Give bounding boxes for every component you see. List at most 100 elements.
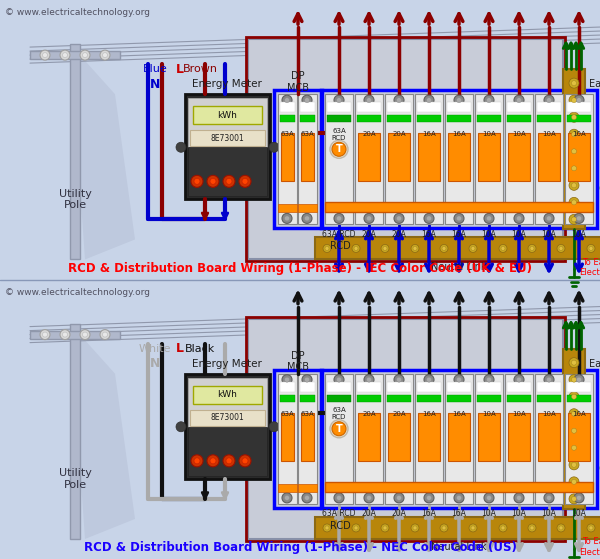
- Circle shape: [589, 526, 593, 530]
- Circle shape: [499, 244, 507, 253]
- Circle shape: [501, 526, 505, 530]
- Bar: [538, 413, 560, 461]
- Bar: [281, 133, 294, 181]
- Circle shape: [457, 98, 461, 103]
- Text: T: T: [335, 144, 343, 154]
- Circle shape: [514, 214, 524, 224]
- Circle shape: [569, 197, 579, 207]
- Circle shape: [305, 98, 310, 103]
- Circle shape: [80, 330, 90, 340]
- Text: 10A: 10A: [512, 230, 526, 239]
- Circle shape: [487, 98, 491, 103]
- Circle shape: [544, 493, 554, 503]
- Text: 10A: 10A: [482, 411, 496, 417]
- Bar: [565, 94, 593, 224]
- Text: 10A: 10A: [512, 411, 526, 417]
- Circle shape: [191, 176, 203, 187]
- Bar: [387, 102, 411, 112]
- Circle shape: [223, 455, 235, 467]
- Circle shape: [514, 375, 524, 385]
- Bar: [358, 133, 380, 181]
- Bar: [445, 205, 473, 212]
- Circle shape: [427, 495, 431, 500]
- Circle shape: [544, 214, 554, 224]
- Circle shape: [484, 214, 494, 224]
- Circle shape: [544, 375, 554, 385]
- Circle shape: [471, 526, 475, 530]
- Circle shape: [334, 375, 344, 385]
- Text: 16A: 16A: [422, 230, 436, 239]
- Circle shape: [242, 178, 248, 184]
- Text: 10A: 10A: [482, 230, 496, 239]
- Bar: [537, 382, 561, 392]
- Circle shape: [517, 216, 521, 221]
- Circle shape: [364, 95, 374, 105]
- Circle shape: [440, 244, 448, 253]
- Circle shape: [569, 375, 579, 385]
- Circle shape: [332, 421, 346, 436]
- Text: 16A: 16A: [422, 509, 436, 518]
- Text: Energy Meter: Energy Meter: [192, 359, 262, 368]
- Circle shape: [528, 524, 536, 532]
- Text: Blue: Blue: [143, 64, 167, 74]
- Bar: [507, 102, 531, 112]
- Bar: [300, 102, 315, 112]
- Text: DP
MCB: DP MCB: [287, 72, 309, 93]
- Text: 16A: 16A: [452, 509, 466, 518]
- Bar: [325, 373, 353, 504]
- Text: To Earth
Electrode: To Earth Electrode: [579, 258, 600, 277]
- Text: kWh: kWh: [217, 111, 237, 120]
- Bar: [300, 395, 315, 402]
- Circle shape: [282, 375, 292, 385]
- Circle shape: [569, 392, 579, 402]
- Circle shape: [284, 377, 290, 382]
- Bar: [355, 373, 383, 504]
- Bar: [388, 413, 410, 461]
- Circle shape: [587, 524, 595, 532]
- Bar: [505, 373, 533, 504]
- Bar: [300, 115, 315, 122]
- Circle shape: [100, 50, 110, 60]
- Text: Utility
Pole: Utility Pole: [59, 468, 91, 490]
- Bar: [325, 482, 593, 492]
- Bar: [321, 369, 597, 508]
- Bar: [274, 369, 322, 508]
- Bar: [505, 484, 533, 492]
- Text: kWh: kWh: [217, 390, 237, 399]
- Bar: [185, 94, 270, 200]
- Circle shape: [571, 446, 577, 451]
- Text: N: N: [150, 78, 160, 91]
- Text: 8E73001: 8E73001: [210, 413, 244, 422]
- Circle shape: [424, 375, 434, 385]
- Bar: [387, 115, 411, 122]
- Circle shape: [571, 149, 577, 154]
- Circle shape: [194, 178, 200, 184]
- Bar: [507, 382, 531, 392]
- Circle shape: [569, 146, 579, 157]
- Circle shape: [269, 421, 279, 432]
- Bar: [417, 115, 441, 122]
- Circle shape: [394, 375, 404, 385]
- Bar: [447, 395, 471, 402]
- Circle shape: [569, 95, 579, 105]
- Bar: [0, 280, 600, 559]
- Text: Earth Link: Earth Link: [589, 79, 600, 89]
- Bar: [507, 115, 531, 122]
- Bar: [280, 382, 295, 392]
- Bar: [508, 133, 530, 181]
- Bar: [417, 382, 441, 392]
- Bar: [537, 115, 561, 122]
- Bar: [30, 51, 120, 59]
- Circle shape: [427, 216, 431, 221]
- Text: 10A: 10A: [572, 131, 586, 138]
- Bar: [387, 395, 411, 402]
- Circle shape: [397, 377, 401, 382]
- Circle shape: [40, 330, 50, 340]
- Circle shape: [367, 216, 371, 221]
- Bar: [477, 382, 501, 392]
- Bar: [193, 386, 262, 404]
- Bar: [478, 133, 500, 181]
- Bar: [298, 484, 317, 492]
- Text: 10A: 10A: [542, 230, 556, 239]
- Bar: [188, 378, 267, 427]
